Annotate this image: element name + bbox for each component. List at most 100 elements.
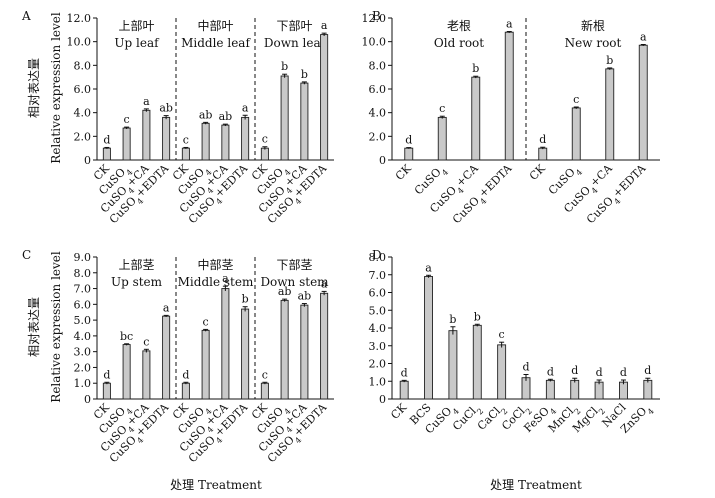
bar: [221, 288, 230, 400]
y-tick-label: 8.0: [74, 267, 92, 280]
y-tick-label: 12.0: [362, 12, 387, 25]
significance-label: ab: [219, 110, 233, 123]
significance-label: a: [143, 95, 150, 108]
significance-label: a: [506, 17, 513, 30]
y-tick-label: 12.0: [67, 12, 92, 25]
group-label-cn: 中部叶: [197, 18, 233, 33]
y-tick-label: 7.0: [74, 283, 92, 296]
y-tick-label: 2.0: [369, 130, 387, 143]
significance-label: b: [606, 54, 613, 67]
significance-label: a: [222, 272, 229, 285]
significance-label: b: [474, 310, 481, 323]
significance-label: ab: [199, 108, 213, 121]
bar: [162, 315, 171, 400]
y-tick-label: 1.0: [74, 377, 92, 390]
group-label-en: Up leaf: [114, 36, 160, 50]
panel-letter-c: C: [22, 248, 31, 262]
bar: [471, 76, 481, 161]
y-tick-label: 0: [379, 393, 386, 406]
bar: [241, 116, 250, 161]
bar: [448, 330, 458, 400]
y-tick-label: 6.0: [74, 298, 92, 311]
group-label-cn: 新根: [581, 18, 605, 33]
significance-label: c: [262, 133, 268, 146]
bar: [142, 350, 151, 400]
y-tick-label: 5.0: [369, 304, 387, 317]
bar: [504, 31, 514, 161]
significance-label: b: [301, 68, 308, 81]
significance-label: bc: [120, 330, 133, 343]
y-tick-label: 9.0: [74, 251, 92, 264]
bar: [280, 75, 289, 161]
y-tick-label: 4.0: [74, 330, 92, 343]
y-tick-label: 2.0: [369, 358, 387, 371]
y-axis-title-bottom: 相对表达量 Relative expression level: [27, 251, 63, 403]
significance-label: d: [405, 134, 412, 147]
bar: [142, 109, 151, 161]
significance-label: ab: [298, 290, 312, 303]
chart-panel-d: 01.02.03.04.05.06.07.08.0dCKaBCSbCuSO4bC…: [369, 251, 660, 439]
chart-panel-a: 0 2.0 4.0 6.0 8.0 10.0 12.0 上部叶 Up leaf 中部叶 Middle…: [67, 12, 334, 229]
bar: [102, 382, 111, 400]
y-tick-label: 4.0: [369, 322, 387, 335]
y-tick-label: 0: [84, 154, 91, 167]
bar: [643, 379, 653, 400]
y-tick-label: 8.0: [369, 251, 387, 264]
y-tick-label: 6.0: [369, 287, 387, 300]
x-tick-label: CK: [393, 161, 415, 183]
group-label-cn: 老根: [447, 19, 471, 33]
bar: [638, 44, 648, 161]
group-label-en: Down leaf: [264, 36, 327, 50]
significance-label: d: [522, 361, 529, 374]
significance-label: d: [401, 366, 408, 379]
significance-label: d: [620, 366, 627, 379]
significance-label: b: [242, 293, 249, 306]
bar: [399, 380, 409, 400]
bar: [122, 344, 131, 400]
bar: [201, 122, 210, 161]
y-tick-label: 0: [84, 393, 91, 406]
significance-label: a: [242, 101, 249, 114]
y-axis-title-top: 相对表达量 Relative expression level: [27, 12, 63, 164]
y-axis-title-cn: 相对表达量: [27, 58, 41, 118]
bar: [102, 147, 111, 161]
bar: [300, 304, 309, 400]
group-label-en: Middle leaf: [181, 36, 251, 50]
significance-label: a: [640, 31, 647, 44]
group-label-en: Old root: [434, 36, 484, 50]
significance-label: a: [163, 301, 170, 314]
significance-label: d: [103, 133, 110, 146]
bar: [320, 34, 329, 161]
group-label-cn: 上部茎: [118, 257, 154, 272]
x-tick-label: CK: [527, 161, 549, 183]
panel-letter-b: B: [372, 9, 381, 23]
bar: [404, 147, 414, 161]
x-axis-title-left: 处理 Treatment: [170, 478, 262, 492]
y-tick-label: 6.0: [74, 83, 92, 96]
y-tick-label: 1.0: [369, 375, 387, 388]
group-label-cn: 下部茎: [276, 257, 312, 272]
y-tick-label: 3.0: [74, 346, 92, 359]
x-axis-title-right: 处理 Treatment: [490, 478, 582, 492]
significance-label: d: [644, 364, 651, 377]
significance-label: c: [183, 133, 189, 146]
chart-panel-b: 0 2.0 4.0 6.0 8.0 10.0 12.0 老根 Old root 新根 New roo…: [362, 12, 660, 229]
y-tick-label: 8.0: [369, 59, 387, 72]
significance-label: b: [449, 313, 456, 326]
bar: [570, 379, 580, 400]
y-axis-title-en: Relative expression level: [49, 12, 63, 164]
bar: [181, 147, 190, 161]
y-axis-title-en: Relative expression level: [49, 251, 63, 403]
bar: [437, 116, 447, 161]
significance-label: c: [203, 315, 209, 328]
y-tick-label: 0: [379, 154, 386, 167]
significance-label: c: [499, 328, 505, 341]
group-label-cn: 中部茎: [197, 257, 233, 272]
group-label-en: Down stem: [260, 275, 329, 289]
bar: [538, 147, 548, 161]
y-tick-label: 4.0: [74, 107, 92, 120]
bar: [605, 68, 615, 161]
significance-label: a: [425, 261, 432, 274]
bar: [594, 381, 604, 400]
